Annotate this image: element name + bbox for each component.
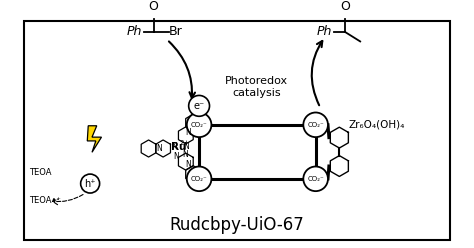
Polygon shape [87,126,101,152]
Text: Ph: Ph [127,26,142,38]
Circle shape [303,113,328,137]
Text: N: N [185,160,191,169]
Text: CO₂⁻: CO₂⁻ [191,122,208,128]
Text: TEOA: TEOA [29,168,52,177]
Text: CO₂⁻: CO₂⁻ [307,122,324,128]
Text: Zr₆O₄(OH)₄: Zr₆O₄(OH)₄ [349,120,405,130]
Text: N: N [156,144,162,153]
Circle shape [81,174,100,193]
Text: N: N [183,142,189,151]
Text: Br: Br [169,26,182,38]
Text: N: N [173,152,179,161]
Circle shape [189,95,210,116]
Text: CO₂⁻: CO₂⁻ [191,176,208,182]
Text: h⁺: h⁺ [84,179,96,188]
Text: Ru: Ru [171,142,186,152]
Text: Ph: Ph [316,26,332,38]
Circle shape [187,113,211,137]
Text: N: N [182,150,188,159]
Text: N: N [185,127,191,137]
Text: e⁻: e⁻ [193,101,205,111]
Text: TEOA•⁺: TEOA•⁺ [29,196,61,205]
Text: CO₂⁻: CO₂⁻ [307,176,324,182]
Text: O: O [340,0,350,13]
Text: O: O [149,0,158,13]
Text: 2+: 2+ [180,140,190,146]
Text: Rudcbpy-UiO-67: Rudcbpy-UiO-67 [170,216,304,234]
Circle shape [303,166,328,191]
Text: Photoredox
catalysis: Photoredox catalysis [225,76,289,98]
Circle shape [187,166,211,191]
Text: N: N [172,142,177,151]
